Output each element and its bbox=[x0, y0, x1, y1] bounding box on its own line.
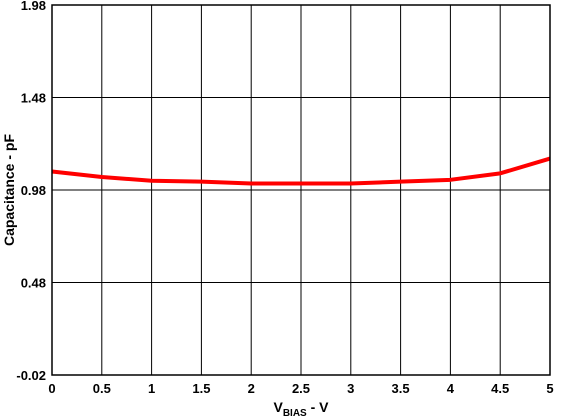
x-tick-labels: 0 0.5 1 1.5 2 2.5 3 3.5 4 4.5 5 bbox=[48, 381, 553, 396]
x-tick-label: 3.5 bbox=[392, 381, 410, 396]
y-axis-title: Capacitance - pF bbox=[1, 134, 17, 246]
x-tick-label: 3 bbox=[347, 381, 354, 396]
x-tick-label: 2 bbox=[248, 381, 255, 396]
y-tick-label: 0.48 bbox=[21, 276, 46, 291]
x-tick-label: 1 bbox=[148, 381, 155, 396]
series-layer bbox=[51, 156, 551, 186]
x-axis-title-subscript: BIAS bbox=[283, 408, 307, 419]
x-tick-label: 4 bbox=[447, 381, 455, 396]
x-axis-title-unit: - V bbox=[307, 399, 329, 415]
y-tick-label: 0.98 bbox=[21, 183, 46, 198]
y-tick-labels: -0.02 0.48 0.98 1.48 1.98 bbox=[16, 0, 46, 383]
series-line-0 bbox=[51, 156, 551, 186]
x-tick-label: 1.5 bbox=[192, 381, 210, 396]
x-axis-title: VBIAS - V bbox=[273, 399, 329, 419]
y-tick-label: -0.02 bbox=[16, 368, 46, 383]
x-tick-label: 2.5 bbox=[292, 381, 310, 396]
y-tick-label: 1.48 bbox=[21, 91, 46, 106]
x-tick-label: 0.5 bbox=[93, 381, 111, 396]
x-tick-label: 5 bbox=[546, 381, 553, 396]
y-tick-label: 1.98 bbox=[21, 0, 46, 13]
x-tick-label: 4.5 bbox=[491, 381, 509, 396]
plot-frame bbox=[51, 4, 551, 376]
x-tick-label: 0 bbox=[48, 381, 55, 396]
x-axis-title-main: V bbox=[273, 399, 283, 415]
